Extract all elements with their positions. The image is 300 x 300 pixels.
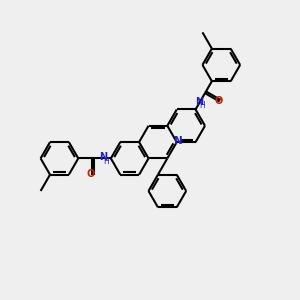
- Text: N: N: [174, 136, 183, 146]
- Text: H: H: [200, 101, 205, 110]
- Text: O: O: [214, 96, 223, 106]
- Text: N: N: [99, 152, 107, 162]
- Text: H: H: [103, 157, 109, 166]
- Text: N: N: [195, 97, 203, 107]
- Text: O: O: [87, 169, 95, 179]
